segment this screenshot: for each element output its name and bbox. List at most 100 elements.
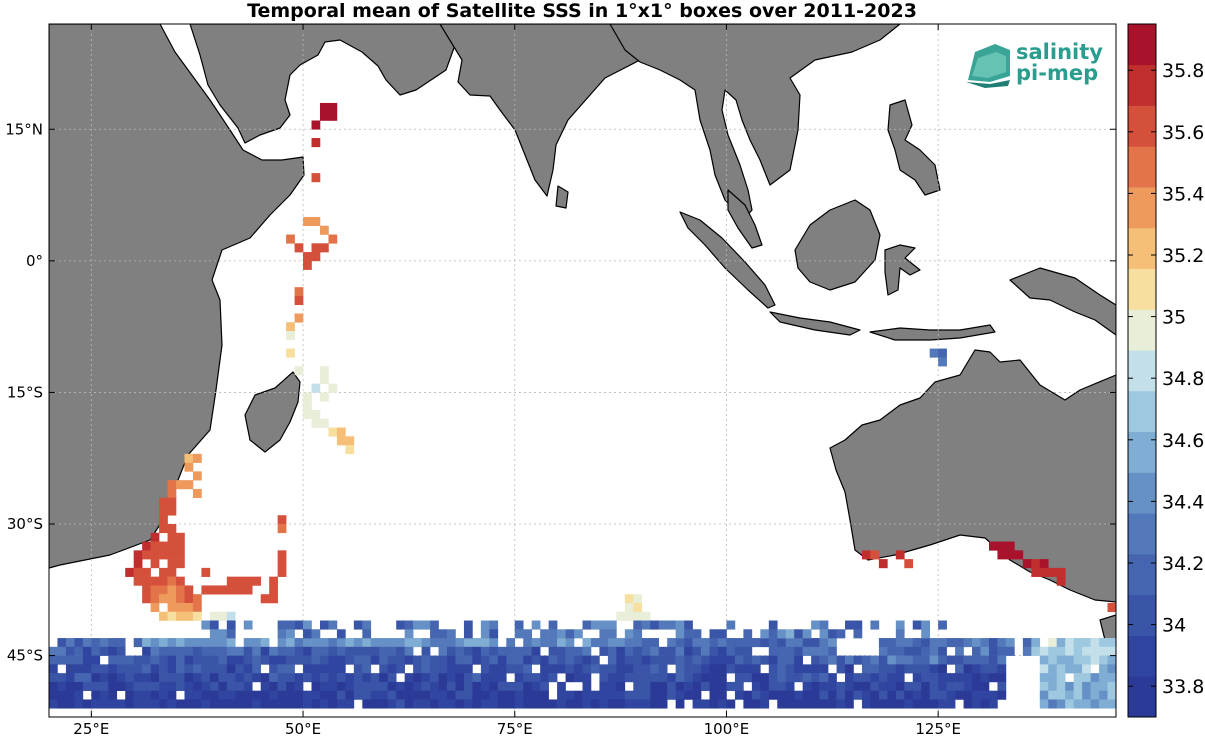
sss-cell: [311, 638, 321, 648]
sss-cell: [116, 655, 126, 665]
sss-cell: [709, 690, 719, 700]
sss-cell: [159, 567, 168, 577]
sss-cell: [159, 681, 168, 691]
sss-cell: [895, 620, 905, 630]
sss-cell: [65, 681, 75, 691]
colorbar-segment: [1128, 105, 1156, 147]
sss-cell: [277, 699, 287, 709]
sss-cell: [895, 664, 905, 674]
sss-cell: [751, 638, 761, 648]
sss-cell: [607, 690, 617, 700]
sss-cell: [1099, 699, 1108, 709]
sss-cell: [82, 638, 92, 648]
sss-cell: [1031, 559, 1041, 569]
sss-cell: [667, 638, 676, 648]
sss-cell: [633, 594, 643, 604]
sss-cell: [988, 655, 998, 665]
sss-cell: [726, 620, 736, 630]
sss-cell: [396, 681, 405, 691]
sss-cell: [641, 673, 651, 683]
sss-cell: [980, 646, 990, 656]
sss-cell: [167, 532, 177, 542]
sss-cell: [133, 655, 143, 665]
sss-cell: [895, 690, 905, 700]
sss-cell: [887, 638, 897, 648]
sss-cell: [895, 655, 905, 665]
sss-cell: [311, 655, 321, 665]
java-island: [769, 311, 861, 336]
sss-cell: [235, 576, 245, 586]
sss-cell: [701, 673, 710, 683]
sss-cell: [692, 638, 702, 648]
sss-cell: [785, 646, 795, 656]
sss-cell: [548, 629, 558, 639]
sss-cell: [972, 664, 981, 674]
sss-cell: [616, 699, 626, 709]
sss-cell: [192, 699, 202, 709]
sss-cell: [176, 532, 185, 542]
sss-cell: [811, 638, 820, 648]
colorbar-segment: [1128, 227, 1156, 269]
sss-cell: [345, 681, 355, 691]
sss-cell: [624, 638, 634, 648]
sss-cell: [861, 699, 871, 709]
sss-cell: [192, 611, 202, 621]
sss-cell: [74, 638, 84, 648]
sss-cell: [1099, 664, 1108, 674]
sss-cell: [836, 690, 846, 700]
sss-cell: [616, 673, 626, 683]
sss-cell: [430, 620, 439, 630]
sss-cell: [1073, 655, 1083, 665]
sss-cell: [125, 655, 134, 665]
sss-cell: [252, 699, 262, 709]
sss-cell: [167, 602, 177, 613]
sss-cell: [506, 638, 516, 648]
sss-cell: [540, 681, 549, 691]
sss-cell: [396, 690, 405, 700]
sss-cell: [260, 690, 270, 700]
sss-cell: [370, 655, 380, 665]
sss-cell: [133, 567, 143, 577]
sss-cell: [252, 638, 262, 648]
sss-cell: [125, 681, 134, 691]
sss-cell: [65, 673, 75, 683]
sss-cell: [447, 646, 456, 656]
sss-cell: [853, 673, 863, 683]
sss-cell: [336, 673, 346, 683]
sss-cell: [74, 646, 84, 656]
sss-cell: [1048, 673, 1058, 683]
sss-cell: [142, 638, 151, 648]
sss-cell: [557, 699, 566, 709]
sss-cell: [633, 611, 643, 621]
sss-cell: [489, 655, 499, 665]
sss-cell: [497, 664, 507, 674]
sss-cell: [226, 664, 236, 674]
sss-cell: [794, 646, 803, 656]
sss-cell: [997, 664, 1007, 674]
sss-cell: [218, 638, 228, 648]
sss-cell: [599, 681, 609, 691]
sss-cell: [396, 664, 405, 674]
sss-cell: [641, 638, 651, 648]
sss-cell: [226, 585, 236, 595]
sss-cell: [413, 620, 422, 630]
sss-cell: [480, 638, 490, 648]
sss-cell: [328, 655, 338, 665]
sss-cell: [133, 576, 143, 586]
sss-cell: [760, 638, 770, 648]
sss-cell: [396, 638, 405, 648]
sss-cell: [379, 690, 389, 700]
sss-cell: [319, 111, 329, 121]
sss-cell: [345, 445, 355, 455]
sss-cell: [108, 699, 118, 709]
sss-cell: [142, 690, 151, 700]
sss-cell: [294, 287, 304, 297]
sss-cell: [167, 681, 177, 691]
sss-cell: [294, 638, 304, 648]
sss-cell: [497, 646, 507, 656]
sss-cell: [921, 664, 930, 674]
sss-cell: [557, 646, 566, 656]
sss-cell: [57, 699, 67, 709]
sss-cell: [819, 681, 829, 691]
sss-cell: [650, 681, 660, 691]
